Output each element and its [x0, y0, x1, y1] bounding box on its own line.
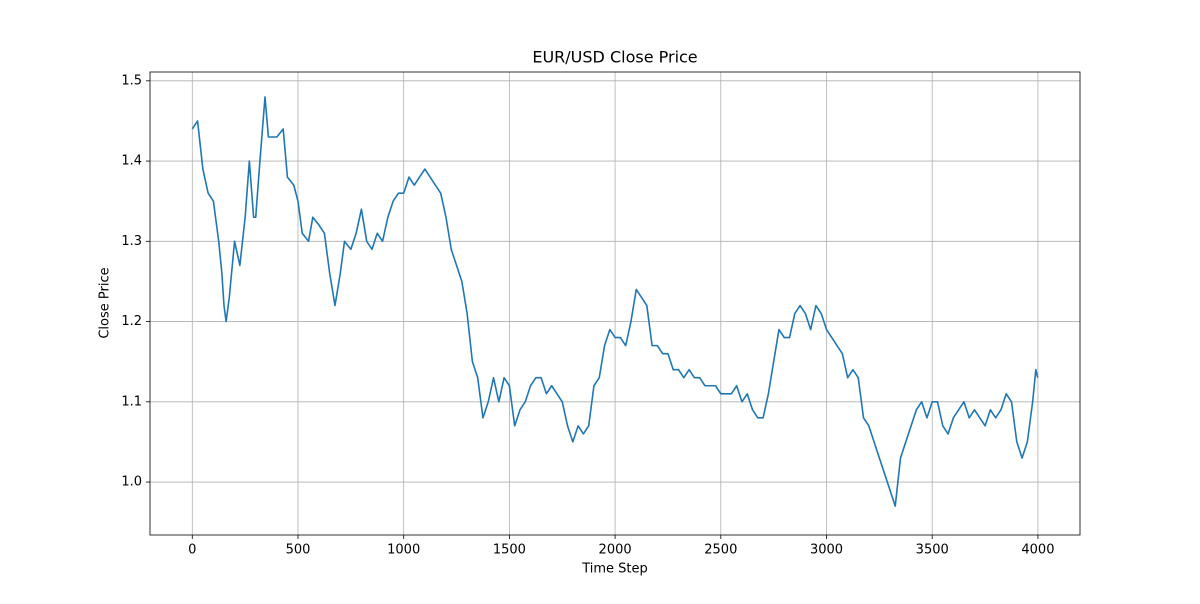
- y-axis-label: Close Price: [98, 267, 113, 338]
- plot-frame: [149, 71, 1081, 536]
- x-tick-label: 500: [286, 543, 311, 558]
- x-tick-label: 1000: [387, 543, 420, 558]
- x-tick-label: 2000: [599, 543, 632, 558]
- y-tick-label: 1.2: [121, 314, 142, 329]
- price-line: [191, 96, 1039, 507]
- y-tick-label: 1.5: [121, 73, 142, 88]
- y-tick-label: 1.0: [121, 475, 142, 490]
- y-tick-label: 1.3: [121, 234, 142, 249]
- x-tick-label: 2500: [704, 543, 737, 558]
- y-tick-label: 1.1: [121, 394, 142, 409]
- chart-title: EUR/USD Close Price: [532, 48, 697, 67]
- x-tick-label: 0: [188, 543, 196, 558]
- x-tick-label: 4000: [1021, 543, 1054, 558]
- x-tick-label: 3500: [916, 543, 949, 558]
- x-tick-label: 3000: [810, 543, 843, 558]
- y-tick-label: 1.4: [121, 154, 142, 169]
- x-tick-label: 1500: [493, 543, 526, 558]
- x-axis-label: Time Step: [581, 562, 648, 577]
